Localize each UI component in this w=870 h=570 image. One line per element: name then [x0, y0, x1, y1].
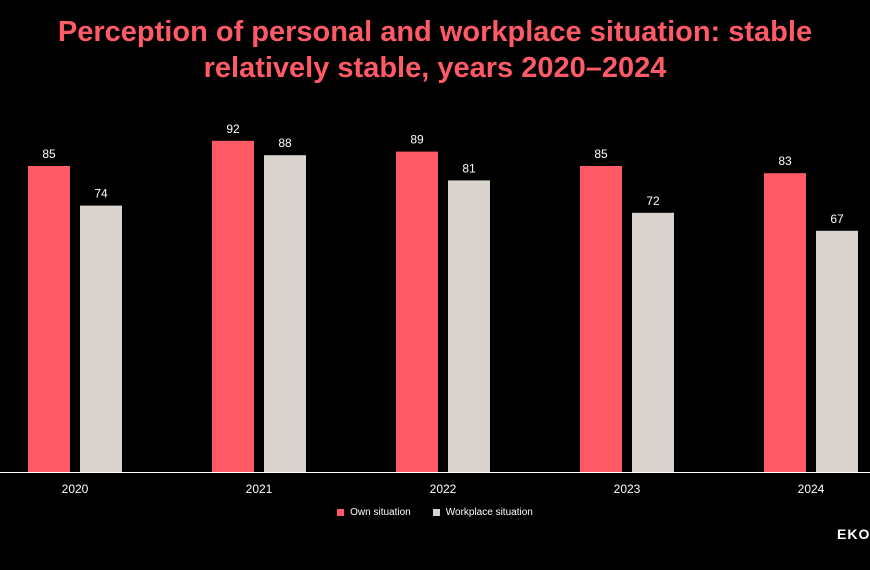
legend-item-workplace: Workplace situation	[432, 507, 533, 518]
bar-chart: 85 74 2020 92 88 2021 89 81 2022 85 72 2023 83 67 2024	[0, 122, 870, 496]
legend-swatch-own	[337, 509, 345, 516]
x-tick-label-2020: 2020	[62, 482, 89, 496]
data-label-2024-workplace: 67	[830, 212, 844, 226]
legend-swatch-workplace	[432, 509, 440, 516]
chart-title-line-1: Perception of personal and workplace sit…	[57, 16, 813, 48]
data-label-2021-own: 92	[226, 122, 240, 136]
x-tick-label-2024: 2024	[798, 482, 825, 496]
bar-2023-own	[580, 166, 622, 472]
brand-logo: EKON	[837, 526, 870, 542]
bar-2024-own	[764, 173, 806, 472]
legend-item-own: Own situation	[337, 507, 411, 518]
x-tick-label-2023: 2023	[614, 482, 641, 496]
data-label-2022-own: 89	[410, 133, 424, 147]
bar-2022-workplace	[448, 180, 490, 472]
data-label-2022-workplace: 81	[462, 161, 476, 175]
chart-title: Perception of personal and workplace sit…	[0, 14, 870, 86]
legend-label-own: Own situation	[350, 507, 411, 518]
bar-2024-workplace	[816, 230, 858, 472]
legend: Own situation Workplace situation	[0, 507, 870, 518]
data-label-2020-workplace: 74	[94, 187, 108, 201]
data-label-2024-own: 83	[778, 154, 792, 168]
legend-label-workplace: Workplace situation	[445, 507, 533, 518]
bar-2020-own	[28, 166, 70, 472]
bar-2023-workplace	[632, 212, 674, 473]
bar-2022-own	[396, 151, 438, 472]
data-label-2023-own: 85	[594, 147, 608, 161]
data-label-2020-own: 85	[42, 147, 56, 161]
chart-title-line-2: relatively stable, years 2020–2024	[203, 52, 667, 84]
x-tick-label-2022: 2022	[430, 482, 457, 496]
x-tick-label-2021: 2021	[246, 482, 273, 496]
bar-2021-own	[212, 140, 254, 473]
bar-2021-workplace	[264, 155, 306, 472]
data-label-2021-workplace: 88	[278, 136, 292, 150]
bar-2020-workplace	[80, 205, 122, 472]
data-label-2023-workplace: 72	[646, 194, 660, 208]
